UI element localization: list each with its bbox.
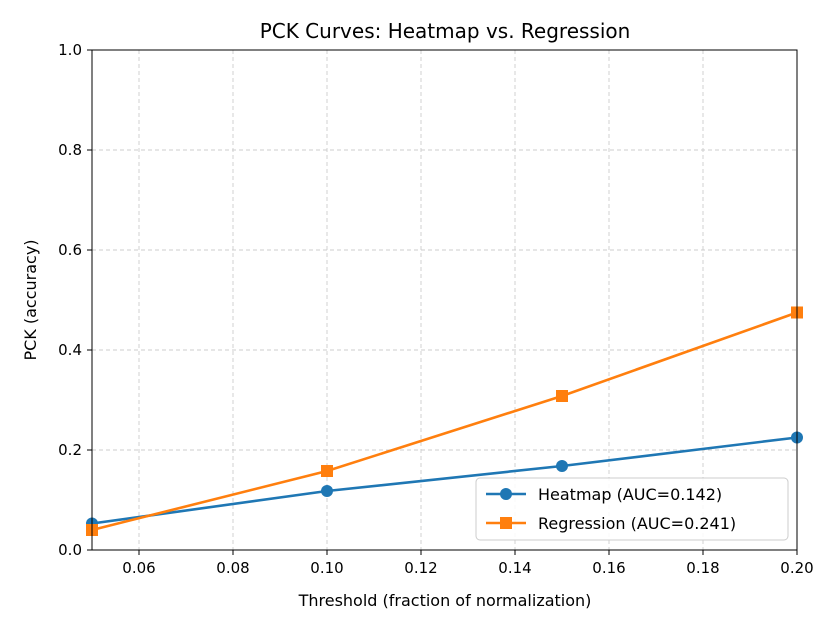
x-axis-label: Threshold (fraction of normalization) [298,591,592,610]
grid [92,49,798,551]
legend: Heatmap (AUC=0.142) Regression (AUC=0.241… [475,477,789,541]
data-point-0-2 [556,460,568,472]
y-tick-label: 0.6 [58,241,82,259]
y-tick-label: 0.4 [58,341,82,359]
legend-marker-1 [500,517,512,529]
legend-box [475,477,789,541]
series-0 [86,431,803,530]
data-point-1-2 [556,390,568,402]
x-tick-label: 0.20 [780,559,813,577]
series-line-0 [91,436,798,525]
legend-label-1: Regression (AUC=0.241) [538,514,736,533]
x-tick-label: 0.12 [404,559,437,577]
x-tick-label: 0.18 [686,559,719,577]
series-line-1 [91,311,798,532]
x-tick-label: 0.10 [310,559,343,577]
y-axis-ticks: 0.0 0.2 0.4 0.6 0.8 1.0 [58,41,92,559]
chart-title: PCK Curves: Heatmap vs. Regression [260,19,631,43]
legend-label-0: Heatmap (AUC=0.142) [538,485,722,504]
legend-item-0: Heatmap (AUC=0.142) [486,485,722,504]
x-tick-label: 0.16 [592,559,625,577]
x-tick-label: 0.06 [122,559,155,577]
y-tick-label: 0.0 [58,541,82,559]
legend-marker-0 [500,488,512,500]
plot-frame [91,49,798,551]
x-tick-label: 0.08 [216,559,249,577]
y-axis-label: PCK (accuracy) [21,239,40,360]
y-tick-label: 1.0 [58,41,82,59]
data-point-1-1 [321,465,333,477]
x-axis-ticks: 0.06 0.08 0.10 0.12 0.14 0.16 0.18 0.20 [122,550,814,577]
y-tick-label: 0.2 [58,441,82,459]
x-tick-label: 0.14 [498,559,531,577]
data-point-0-1 [321,485,333,497]
legend-item-1: Regression (AUC=0.241) [486,514,736,533]
y-tick-label: 0.8 [58,141,82,159]
